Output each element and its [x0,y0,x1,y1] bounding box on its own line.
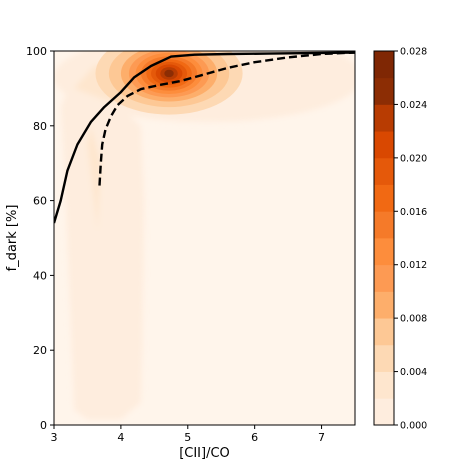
colorbar-tick-label: 0.024 [400,100,427,111]
colorbar-segment [374,104,394,132]
plot-area [53,50,356,426]
colorbar: 0.000 0.004 0.008 0.012 0.016 0.020 0.024 0.028 [373,47,427,432]
plot-frame [53,50,356,426]
colorbar-segment [374,371,394,399]
colorbar-tick-label: 0.004 [400,367,427,378]
series-line-dashed [98,51,355,186]
colorbar-segment [374,77,394,105]
colorbar-tick-label: 0.016 [400,207,427,218]
y-tick-label: 60 [33,195,47,208]
colorbar-segment [374,131,394,159]
density-contours [54,51,355,420]
colorbar-segment [374,344,394,372]
colorbar-segment [374,157,394,185]
x-axis: 3 4 5 6 7 [51,425,325,444]
colorbar-tick-label: 0.028 [400,47,427,58]
curves [54,51,355,224]
colorbar-segment [374,211,394,239]
density-contour-level-11 [164,69,174,78]
x-tick-label: 6 [251,431,258,444]
colorbar-tick-label: 0.000 [400,421,427,432]
density-band-spike [87,125,101,231]
colorbar-segment [374,51,394,79]
colorbar-frame [373,50,395,426]
x-tick-label: 5 [184,431,191,444]
colorbar-segment [374,264,394,292]
y-tick-label: 20 [33,344,47,357]
colorbar-segment [374,318,394,346]
y-tick-label: 80 [33,120,47,133]
colorbar-segment [374,291,394,319]
colorbar-tick-label: 0.020 [400,153,427,164]
x-tick-label: 7 [318,431,325,444]
y-axis: 0 20 40 60 80 100 [26,45,54,432]
y-tick-label: 0 [40,419,47,432]
colorbar-segment [374,238,394,266]
colorbar-tick-label: 0.008 [400,314,427,325]
y-tick-label: 40 [33,269,47,282]
colorbar-tick-label: 0.012 [400,260,427,271]
x-tick-label: 4 [117,431,124,444]
density-band-faint-lobe [60,80,145,420]
x-tick-label: 3 [51,431,58,444]
colorbar-segment [374,398,394,426]
y-axis-label: f_dark [%] [5,205,20,272]
y-tick-label: 100 [26,45,47,58]
series-line-solid [54,51,355,224]
colorbar-segment [374,184,394,212]
x-axis-label: [CII]/CO [179,446,230,461]
